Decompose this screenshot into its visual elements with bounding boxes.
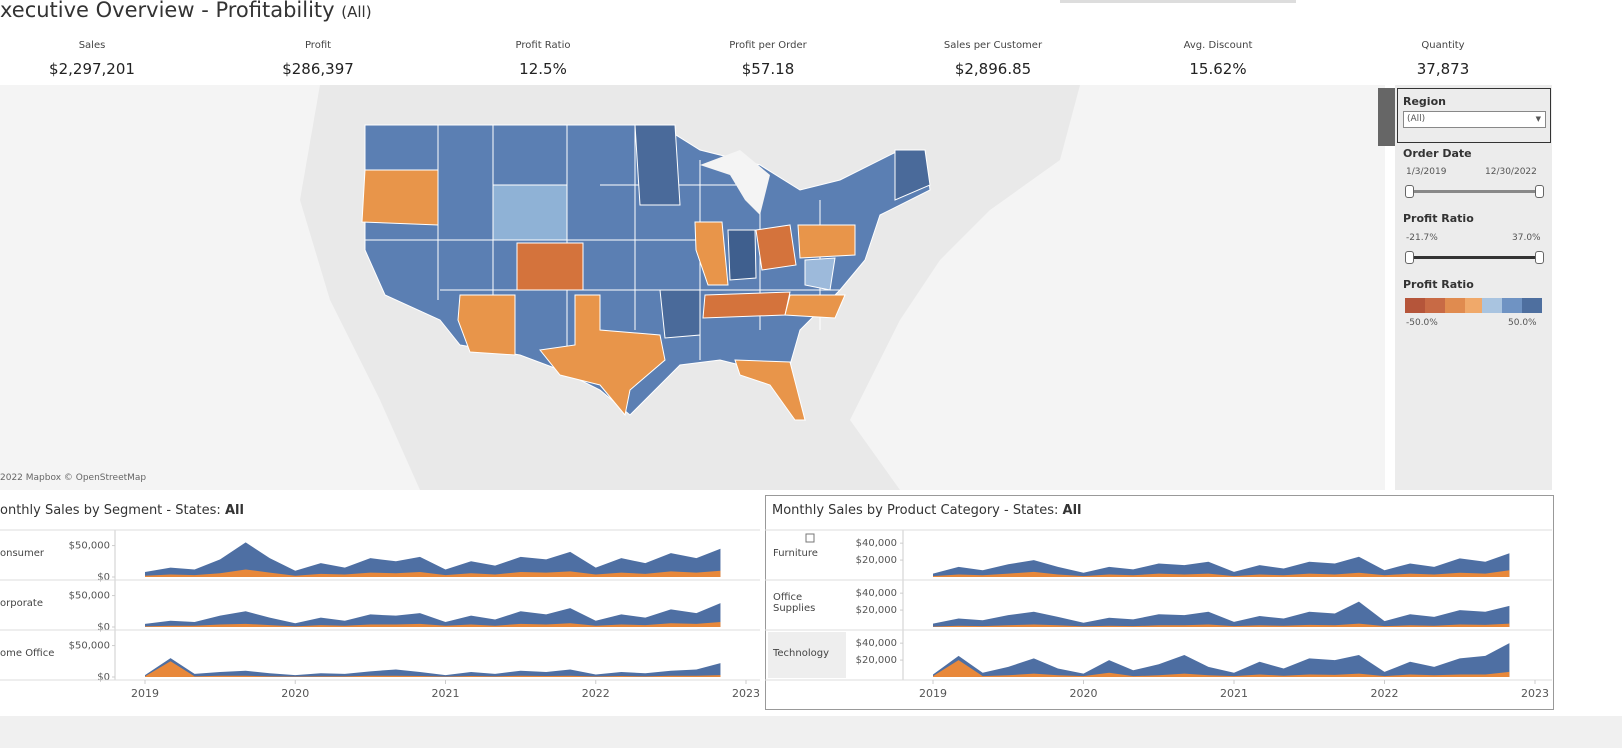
state bbox=[734, 359, 806, 421]
filter-label: Order Date bbox=[1403, 147, 1472, 160]
kpi-label: Profit bbox=[304, 40, 332, 51]
filter-label: Region bbox=[1403, 95, 1446, 108]
state bbox=[539, 294, 666, 417]
title-emphasis: All bbox=[1062, 503, 1082, 518]
chart-title: onthly Sales by Segment - States: All bbox=[0, 503, 244, 518]
state bbox=[784, 294, 846, 319]
title-text: xecutive Overview - Profitability bbox=[0, 0, 335, 22]
area bbox=[145, 658, 721, 677]
lakes bbox=[700, 150, 770, 215]
color-ramp bbox=[1405, 298, 1542, 313]
slider-max: 37.0% bbox=[1512, 233, 1541, 243]
kpi-label: Sales bbox=[78, 40, 106, 51]
row-label: Office Supplies bbox=[773, 592, 816, 614]
kpi-value: 37,873 bbox=[1416, 60, 1470, 78]
state bbox=[804, 257, 836, 291]
kpi-value: $57.18 bbox=[741, 60, 795, 78]
row-label: ome Office bbox=[0, 648, 55, 659]
state bbox=[797, 224, 856, 259]
map-attribution: 2022 Mapbox © OpenStreetMap bbox=[0, 473, 147, 483]
toolbar-strip bbox=[1060, 0, 1296, 3]
dashboard-title: xecutive Overview - Profitability (All) bbox=[0, 0, 372, 22]
kpi-value: $286,397 bbox=[282, 60, 354, 78]
area bbox=[145, 542, 721, 577]
y-tick-label: $0 bbox=[97, 572, 110, 583]
chart-frame bbox=[765, 495, 1554, 710]
y-tick-label: $50,000 bbox=[69, 641, 110, 652]
kpi-label: Profit per Order bbox=[729, 40, 807, 51]
slider-handle[interactable] bbox=[1535, 251, 1544, 264]
state bbox=[894, 149, 931, 201]
slider-min: -21.7% bbox=[1406, 233, 1438, 243]
dropdown-arrow: ▼ bbox=[1535, 115, 1541, 123]
state bbox=[755, 224, 797, 271]
slider-handle[interactable] bbox=[1405, 185, 1414, 198]
legend-title: Profit Ratio bbox=[1403, 278, 1474, 291]
row-label: orporate bbox=[0, 598, 44, 609]
slider-handle[interactable] bbox=[1405, 251, 1414, 264]
row-label: Furniture bbox=[773, 548, 818, 559]
slider-min: 1/3/2019 bbox=[1406, 167, 1447, 177]
slider-handle[interactable] bbox=[1535, 185, 1544, 198]
state bbox=[457, 294, 516, 356]
map bbox=[0, 85, 1385, 490]
chart-title: Monthly Sales by Product Category - Stat… bbox=[772, 503, 1082, 518]
slider-track[interactable] bbox=[1408, 190, 1540, 193]
y-tick-label: $50,000 bbox=[69, 541, 110, 552]
slider-track[interactable] bbox=[1408, 256, 1540, 259]
row-label: Technology bbox=[773, 648, 830, 659]
x-tick-label: 2020 bbox=[281, 687, 309, 700]
kpi-value: 12.5% bbox=[519, 60, 567, 78]
state bbox=[516, 242, 584, 291]
filter-panel bbox=[1395, 85, 1552, 490]
dropdown-value: (All) bbox=[1407, 114, 1426, 124]
kpi-label: Profit Ratio bbox=[515, 40, 571, 51]
x-tick-label: 2023 bbox=[732, 687, 760, 700]
footer-strip bbox=[0, 716, 1622, 748]
kpi-value: 15.62% bbox=[1189, 60, 1247, 78]
state bbox=[727, 229, 757, 281]
kpi-value: $2,896.85 bbox=[954, 60, 1032, 78]
title-text: onthly Sales by Segment - States: bbox=[0, 503, 225, 518]
state bbox=[634, 124, 681, 206]
area bbox=[145, 661, 721, 677]
x-tick-label: 2021 bbox=[432, 687, 460, 700]
filter-toolbar[interactable] bbox=[1378, 88, 1397, 146]
state bbox=[702, 291, 791, 319]
x-tick-label: 2022 bbox=[582, 687, 610, 700]
row-label: onsumer bbox=[0, 548, 45, 559]
y-tick-label: $0 bbox=[97, 672, 110, 683]
area bbox=[145, 603, 721, 627]
region-dropdown[interactable]: (All) ▼ bbox=[1403, 111, 1546, 128]
x-tick-label: 2019 bbox=[131, 687, 159, 700]
legend-min: -50.0% bbox=[1406, 318, 1438, 328]
state bbox=[694, 221, 729, 286]
slider-max: 12/30/2022 bbox=[1485, 167, 1537, 177]
y-tick-label: $0 bbox=[97, 622, 110, 633]
title-filter: (All) bbox=[341, 3, 372, 21]
kpi-label: Quantity bbox=[1421, 40, 1465, 51]
title-text: Monthly Sales by Product Category - Stat… bbox=[772, 503, 1063, 518]
kpi-value: $2,297,201 bbox=[49, 60, 135, 78]
state bbox=[492, 184, 568, 241]
region-filter-box bbox=[1397, 88, 1551, 143]
state bbox=[361, 169, 439, 226]
legend-max: 50.0% bbox=[1508, 318, 1537, 328]
y-tick-label: $50,000 bbox=[69, 591, 110, 602]
filter-label: Profit Ratio bbox=[1403, 212, 1474, 225]
kpi-label: Avg. Discount bbox=[1183, 40, 1253, 51]
kpi-label: Sales per Customer bbox=[943, 40, 1043, 51]
state bbox=[659, 289, 701, 339]
title-emphasis: All bbox=[224, 503, 244, 518]
area bbox=[145, 621, 721, 627]
area bbox=[145, 569, 721, 577]
